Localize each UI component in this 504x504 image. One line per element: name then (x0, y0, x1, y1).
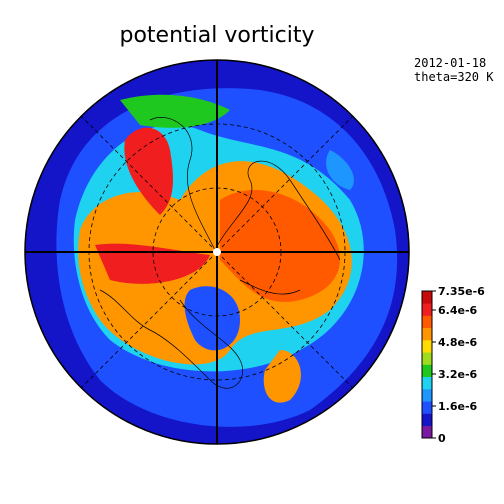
date: 2012-01-18 (414, 56, 486, 70)
colorbar-label: 1.6e-6 (438, 400, 478, 413)
colorbar-band (422, 413, 432, 427)
colorbar-label: 7.35e-6 (438, 285, 485, 298)
colorbar-band (422, 303, 432, 316)
colorbar-band (422, 401, 432, 414)
colorbar-band (422, 327, 432, 341)
colorbar-band (422, 340, 432, 353)
colorbar-label: 3.2e-6 (438, 368, 478, 381)
colorbar-band (422, 352, 432, 365)
colorbar-band (422, 291, 432, 304)
colorbar: 7.35e-6 6.4e-6 4.8e-6 3.2e-6 1.6e-6 0 (421, 285, 485, 445)
colorbar-label: 0 (438, 432, 446, 445)
colorbar-band (422, 389, 432, 402)
colorbar-band (422, 425, 432, 439)
colorbar-label: 4.8e-6 (438, 336, 478, 349)
pole (213, 248, 221, 256)
colorbar-band (422, 364, 432, 378)
level: theta=320 K (414, 70, 494, 84)
colorbar-band (422, 376, 432, 390)
map (25, 60, 409, 444)
colorbar-frame (421, 290, 433, 439)
title: potential vorticity (120, 23, 315, 48)
colorbar-band (422, 315, 432, 329)
colorbar-label: 6.4e-6 (438, 304, 478, 317)
